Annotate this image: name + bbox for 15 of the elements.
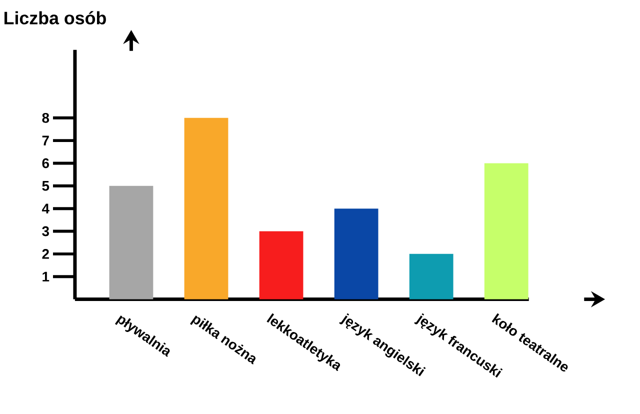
bar [184, 118, 228, 300]
bar [334, 208, 378, 300]
bar [409, 254, 454, 300]
y-tick-label: 6 [42, 158, 49, 168]
y-tick-label: 1 [42, 272, 50, 282]
y-tick-label: 7 [42, 136, 49, 146]
bar [484, 163, 528, 300]
y-tick-label: 4 [42, 204, 50, 214]
y-tick-label: 8 [42, 112, 50, 123]
y-tick-label: 2 [42, 249, 49, 259]
y-tick-label: 5 [42, 181, 50, 191]
bar [109, 186, 154, 300]
y-tick-label: 3 [42, 226, 49, 236]
bar [259, 231, 304, 300]
y-axis-title: Liczba osób [4, 11, 106, 24]
